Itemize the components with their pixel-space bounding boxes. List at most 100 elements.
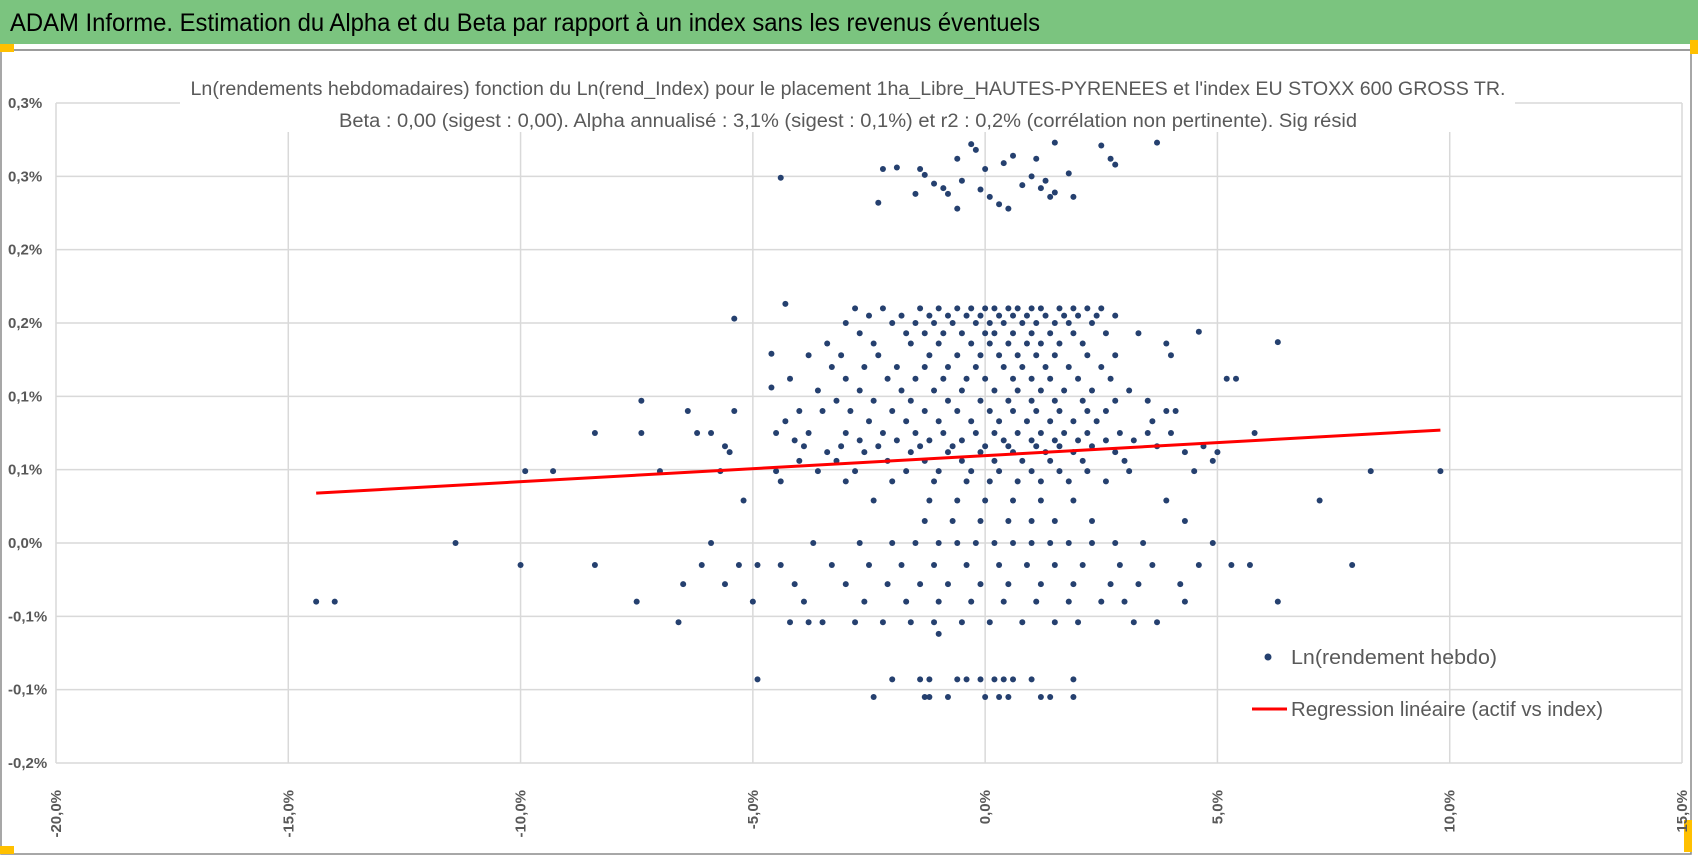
x-tick-label: -10,0% — [513, 790, 530, 838]
y-tick-label: 0,1% — [8, 462, 42, 479]
data-point — [782, 418, 789, 425]
data-point — [1005, 694, 1012, 700]
data-point — [1000, 364, 1007, 370]
data-point — [1349, 562, 1356, 568]
selection-handle-top-right[interactable] — [1690, 40, 1698, 54]
data-point — [1149, 418, 1156, 425]
header-bar — [0, 0, 1698, 44]
data-point — [940, 185, 947, 192]
data-point — [856, 540, 863, 546]
data-point — [694, 430, 701, 436]
data-point — [977, 352, 984, 359]
data-point — [1000, 160, 1007, 167]
data-point — [791, 581, 798, 588]
data-point — [991, 457, 998, 464]
data-point — [907, 619, 914, 626]
data-point — [842, 430, 849, 436]
data-point — [1070, 330, 1077, 337]
data-point — [1144, 430, 1151, 436]
data-point — [1010, 676, 1017, 683]
data-point — [847, 408, 854, 414]
data-point — [931, 619, 938, 626]
data-point — [903, 598, 910, 605]
data-point — [986, 320, 993, 326]
data-point — [996, 352, 1003, 359]
data-point — [996, 694, 1003, 700]
data-point — [768, 384, 775, 391]
data-point — [856, 437, 863, 444]
data-point — [731, 315, 738, 322]
data-point — [828, 562, 835, 568]
data-point — [1112, 449, 1119, 456]
data-point — [1149, 562, 1156, 568]
data-point — [1070, 676, 1077, 683]
legend-marker-points — [1264, 653, 1272, 661]
data-point — [870, 497, 877, 504]
data-point — [954, 352, 961, 359]
data-point — [893, 164, 900, 171]
data-point — [954, 305, 961, 312]
data-point — [968, 141, 975, 148]
data-point — [991, 676, 998, 683]
data-point — [675, 619, 682, 626]
data-point — [963, 478, 970, 485]
data-point — [935, 630, 942, 637]
data-point — [968, 418, 975, 425]
data-point — [1154, 139, 1161, 146]
data-point — [1102, 330, 1109, 337]
data-point — [1051, 320, 1058, 326]
data-point — [810, 540, 817, 546]
selection-handle-top-left[interactable] — [0, 44, 14, 52]
data-point — [1209, 540, 1216, 546]
data-point — [1070, 581, 1077, 588]
data-point — [1102, 437, 1109, 444]
data-point — [1130, 619, 1137, 626]
data-point — [926, 437, 933, 444]
data-point — [917, 581, 924, 588]
data-point — [935, 418, 942, 425]
data-point — [986, 478, 993, 485]
data-point — [1181, 449, 1188, 456]
data-point — [1037, 387, 1044, 394]
data-point — [1126, 387, 1133, 394]
data-point — [1033, 320, 1040, 326]
data-point — [1033, 155, 1040, 162]
regression-line — [316, 428, 1441, 495]
data-point — [1014, 430, 1021, 436]
data-point — [1093, 312, 1100, 319]
data-point — [935, 305, 942, 312]
data-point — [1112, 397, 1119, 404]
data-point — [944, 364, 951, 370]
data-point — [1005, 305, 1012, 312]
data-point — [1023, 562, 1030, 568]
data-point — [1000, 676, 1007, 683]
data-point — [982, 330, 989, 337]
data-point — [1070, 694, 1077, 700]
data-point — [949, 443, 956, 450]
data-point — [963, 676, 970, 683]
data-point — [1251, 430, 1258, 436]
data-point — [866, 562, 872, 568]
data-point — [824, 340, 831, 347]
data-point — [893, 364, 900, 370]
data-point — [721, 443, 728, 450]
selection-handle-bottom-right[interactable] — [1684, 820, 1692, 852]
data-point — [796, 408, 803, 414]
data-point — [842, 320, 849, 326]
data-point — [1051, 189, 1058, 196]
data-point — [1028, 518, 1035, 524]
data-point — [726, 449, 733, 456]
data-point — [931, 320, 938, 326]
data-point — [1061, 430, 1068, 436]
data-point — [986, 193, 993, 200]
selection-handle-bottom-left[interactable] — [0, 846, 14, 854]
data-point — [1121, 457, 1128, 464]
data-point — [1075, 619, 1082, 626]
data-point — [1088, 320, 1095, 326]
data-point — [1070, 305, 1077, 312]
data-point — [991, 540, 998, 546]
data-point — [986, 619, 993, 626]
data-point — [331, 598, 338, 605]
data-point — [991, 330, 998, 337]
